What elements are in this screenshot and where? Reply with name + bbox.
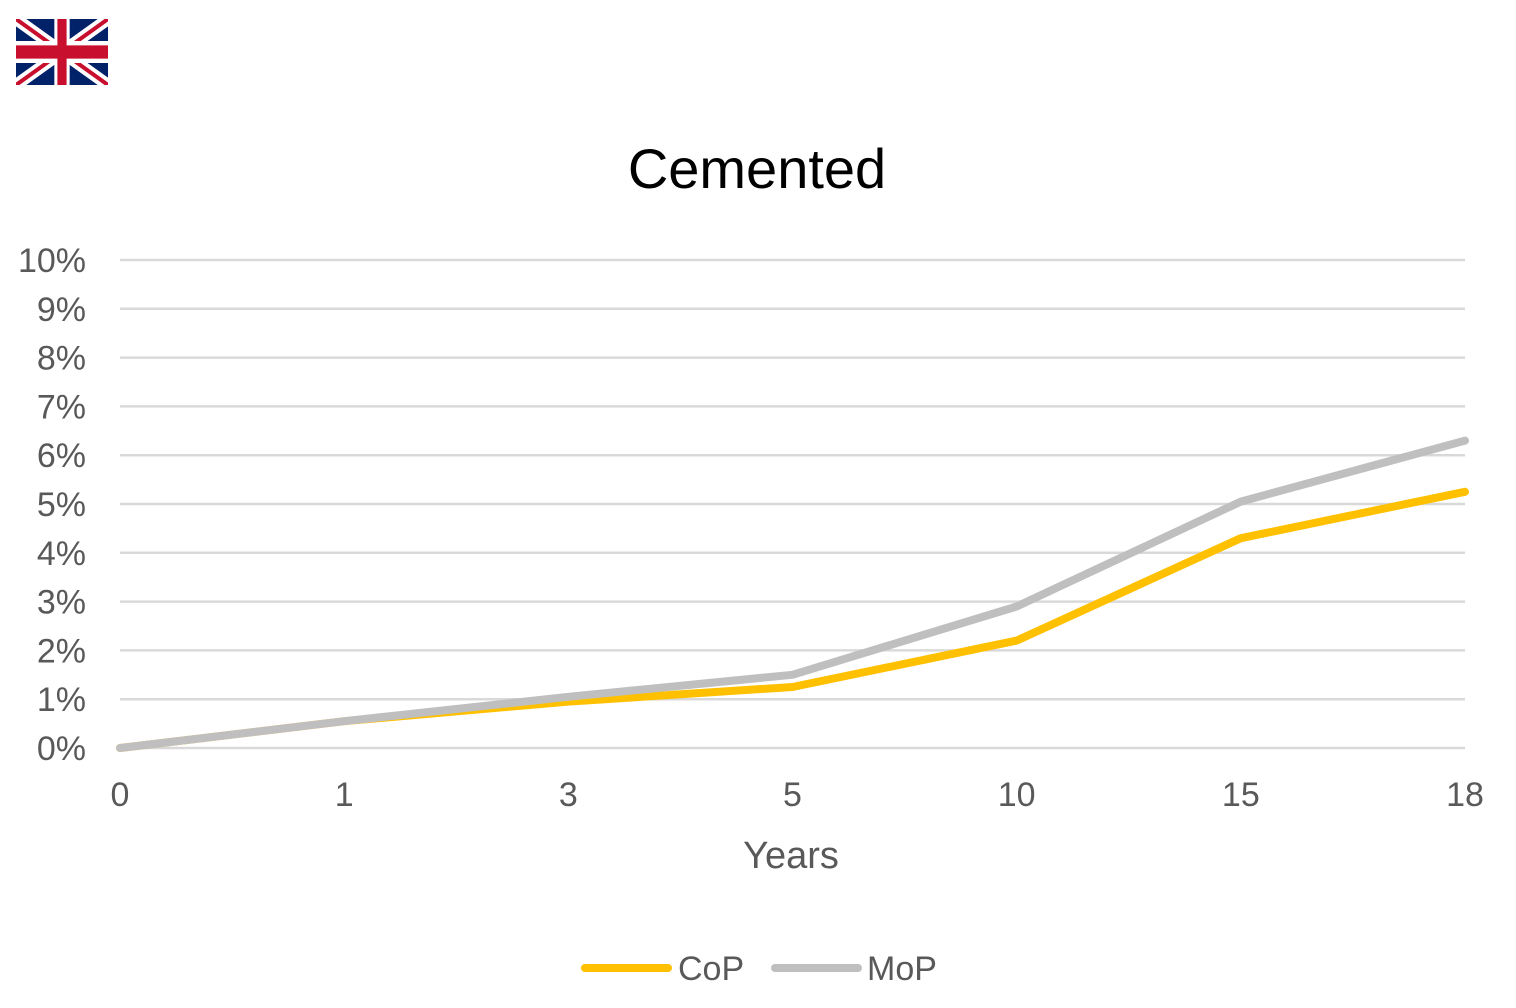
y-tick-label: 0%	[37, 730, 86, 768]
x-tick-label: 10	[998, 776, 1036, 814]
y-tick-label: 8%	[37, 340, 86, 378]
y-tick-label: 3%	[37, 584, 86, 622]
y-tick-label: 9%	[37, 291, 86, 329]
x-tick-label: 15	[1222, 776, 1260, 814]
y-tick-label: 5%	[37, 486, 86, 524]
legend: CoP MoP	[581, 950, 937, 988]
x-tick-label: 3	[559, 776, 578, 814]
legend-label-cop: CoP	[678, 950, 744, 988]
series-line-mop	[116, 436, 1469, 752]
union-jack-flag-icon	[16, 19, 108, 85]
x-tick-label: 5	[783, 776, 802, 814]
y-tick-label: 7%	[37, 388, 86, 426]
x-axis-ticks: 0 1 3 5 10 15 18	[111, 776, 1484, 814]
y-tick-label: 10%	[18, 242, 86, 280]
series-line-cop	[116, 487, 1469, 752]
x-axis-title: Years	[743, 835, 839, 877]
chart-title: Cemented	[628, 137, 886, 200]
y-tick-label: 1%	[37, 681, 86, 719]
y-tick-label: 2%	[37, 632, 86, 670]
x-tick-label: 18	[1446, 776, 1484, 814]
y-tick-label: 4%	[37, 535, 86, 573]
x-tick-label: 0	[111, 776, 130, 814]
legend-label-mop: MoP	[867, 950, 937, 988]
y-tick-label: 6%	[37, 437, 86, 475]
gridlines	[120, 258, 1465, 750]
y-axis-ticks: 0% 1% 2% 3% 4% 5% 6% 7% 8% 9% 10%	[18, 242, 86, 768]
series-lines	[116, 436, 1469, 752]
x-tick-label: 1	[335, 776, 354, 814]
